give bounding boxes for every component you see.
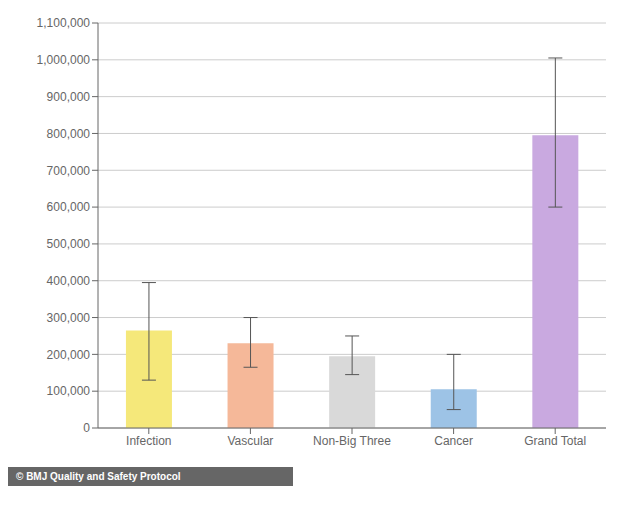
svg-text:900,000: 900,000 xyxy=(47,90,91,104)
svg-text:0: 0 xyxy=(83,421,90,435)
svg-text:200,000: 200,000 xyxy=(47,348,91,362)
svg-text:Cancer: Cancer xyxy=(434,434,473,448)
svg-text:1,100,000: 1,100,000 xyxy=(37,16,91,30)
svg-text:Grand Total: Grand Total xyxy=(524,434,586,448)
svg-text:1,000,000: 1,000,000 xyxy=(37,53,91,67)
svg-text:700,000: 700,000 xyxy=(47,164,91,178)
svg-text:Vascular: Vascular xyxy=(228,434,274,448)
svg-text:Non-Big Three: Non-Big Three xyxy=(313,434,391,448)
svg-text:600,000: 600,000 xyxy=(47,200,91,214)
svg-text:500,000: 500,000 xyxy=(47,237,91,251)
svg-text:400,000: 400,000 xyxy=(47,274,91,288)
svg-text:300,000: 300,000 xyxy=(47,311,91,325)
html-text:© BMJ Quality and Safety Proto: © BMJ Quality and Safety Protocol xyxy=(16,471,181,482)
svg-text:Infection: Infection xyxy=(126,434,171,448)
svg-text:100,000: 100,000 xyxy=(47,384,91,398)
svg-text:800,000: 800,000 xyxy=(47,127,91,141)
